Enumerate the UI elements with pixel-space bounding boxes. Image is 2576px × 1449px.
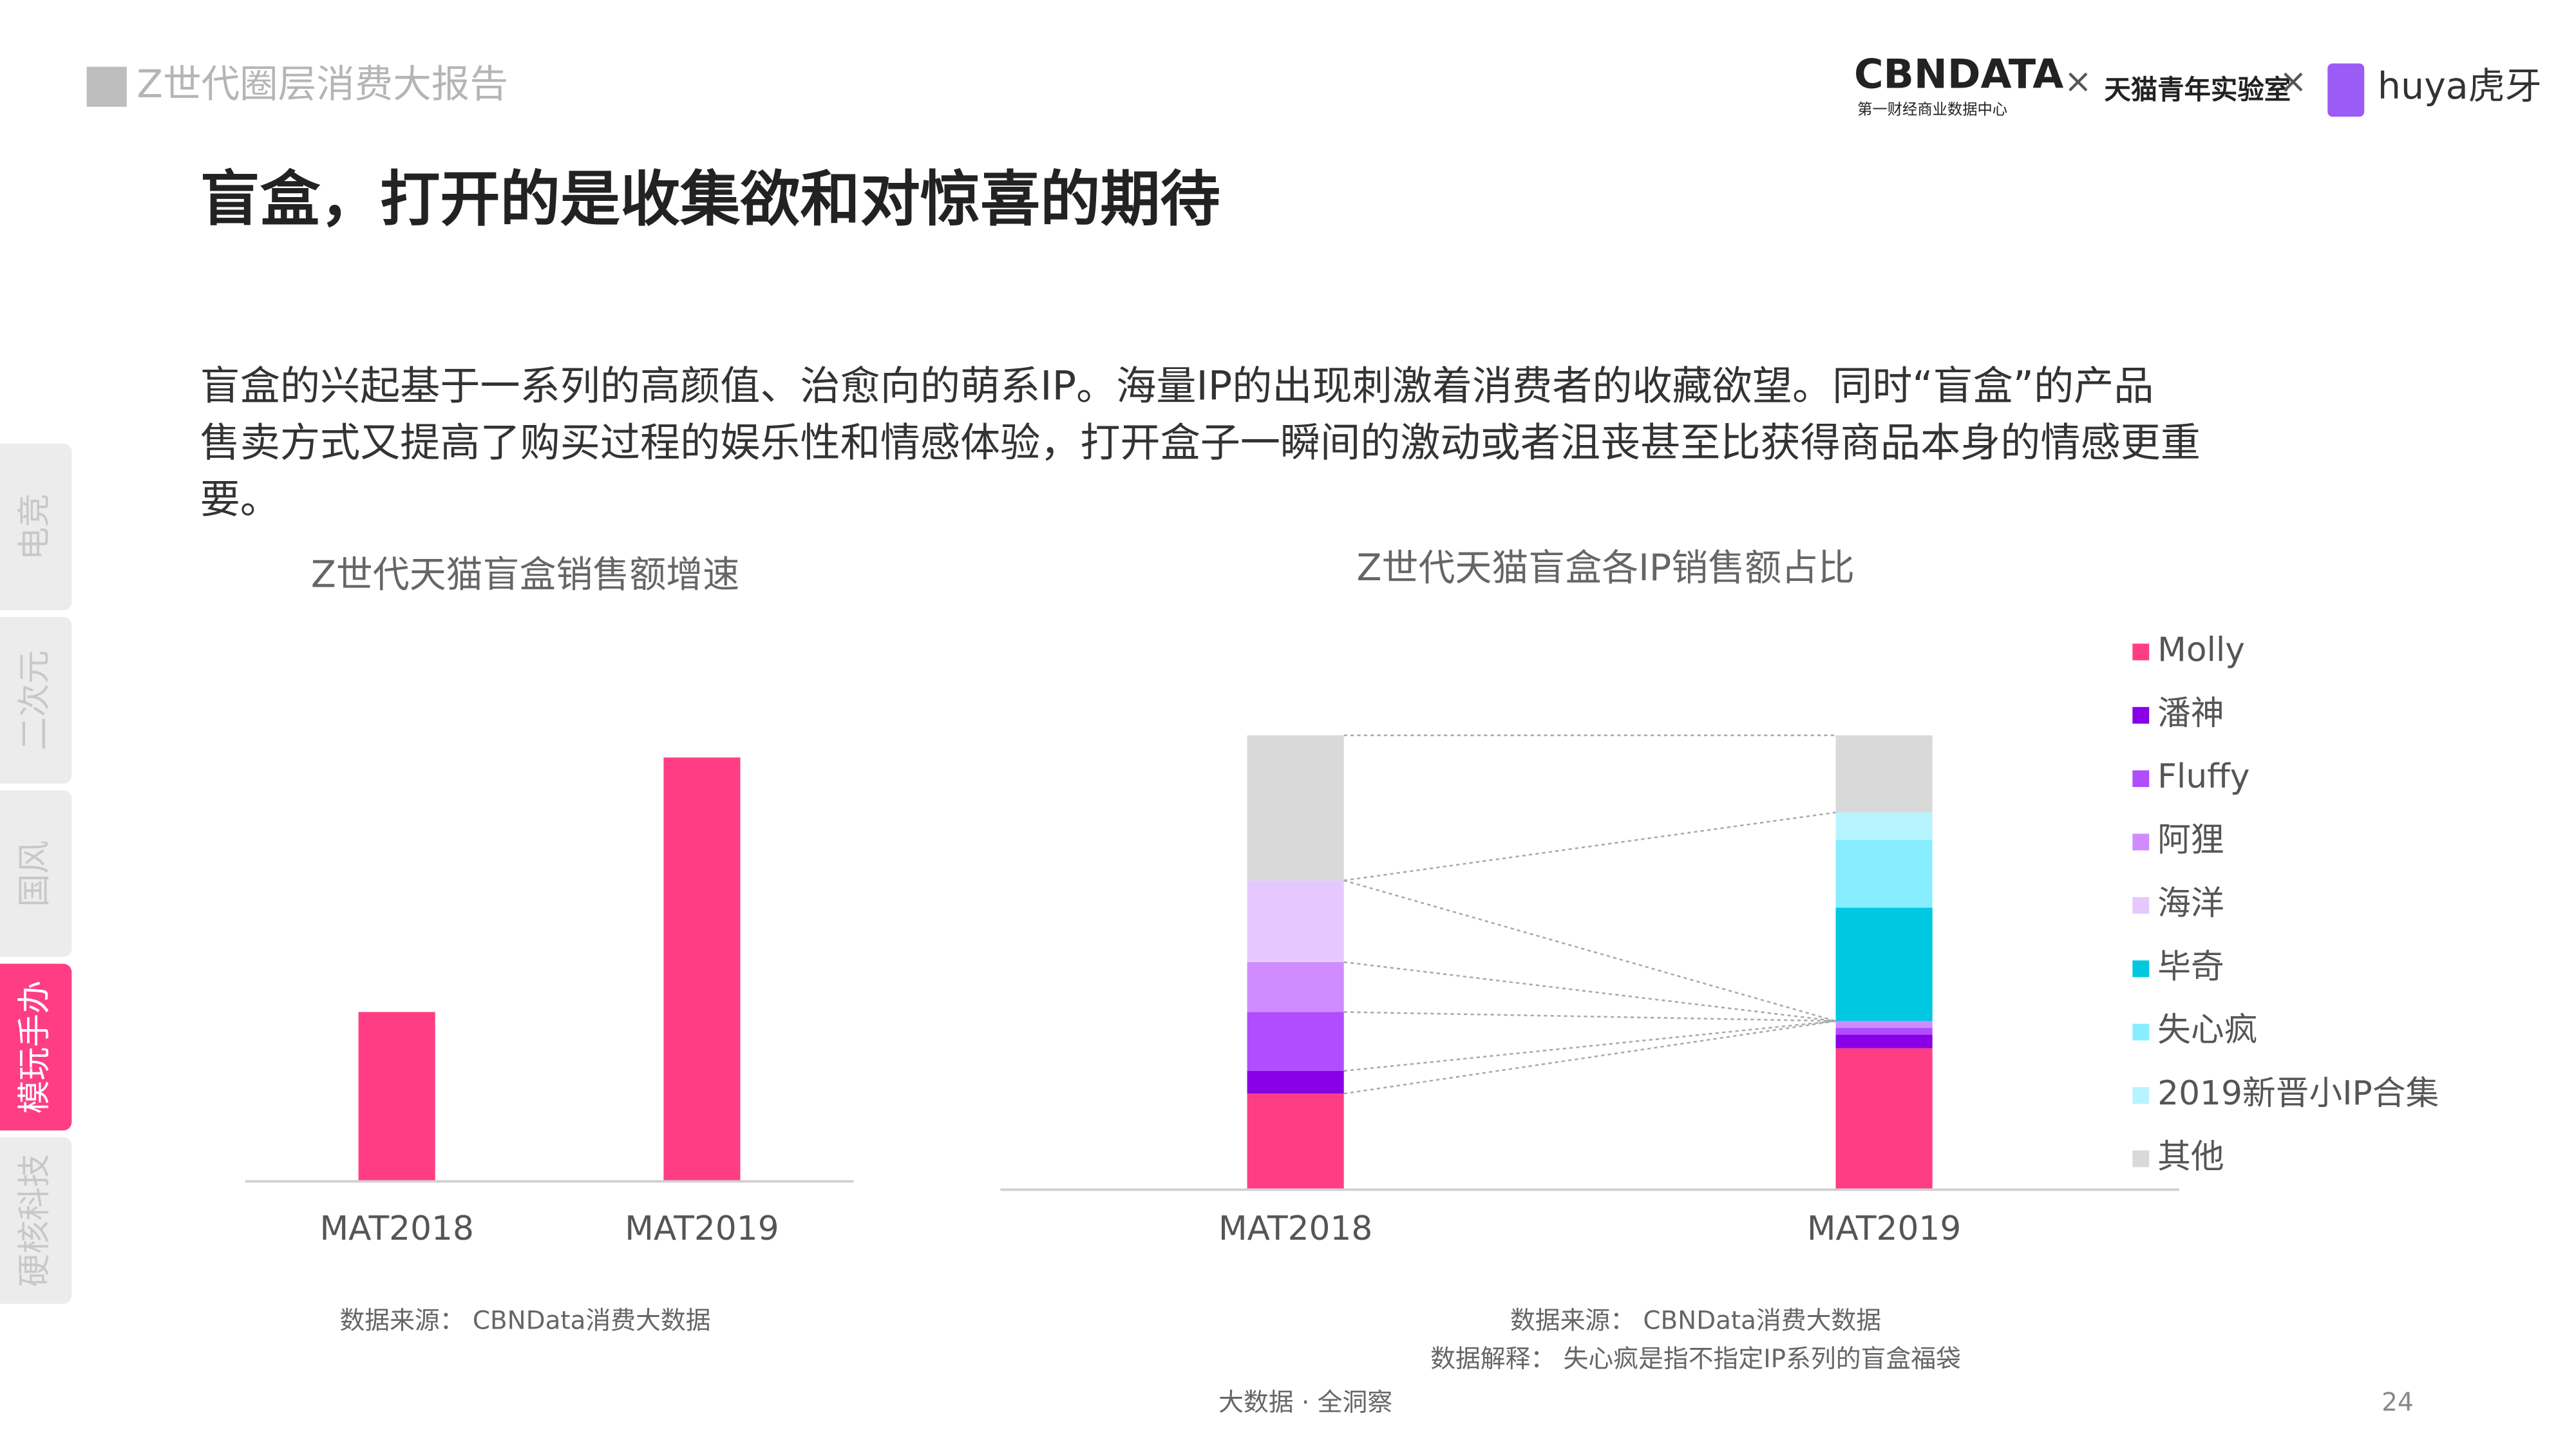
x-tick-label: MAT2018 xyxy=(1218,1209,1372,1248)
legend-swatch xyxy=(2132,1023,2150,1041)
source: 数据来源： CBNData消费大数据 xyxy=(1510,1307,1881,1336)
slide-title: 盲盒，打开的是收集欲和对惊喜的期待 xyxy=(200,164,1220,234)
legend-label: Fluffy xyxy=(2157,757,2249,796)
stack-segment xyxy=(1835,812,1933,840)
chart-title: Z世代天猫盲盒各IP销售额占比 xyxy=(1357,547,1855,589)
x-tick-label: MAT2018 xyxy=(319,1209,473,1248)
logo: CBNDATA xyxy=(1854,50,2063,97)
stack-segment xyxy=(1835,1048,1933,1189)
times: × xyxy=(2064,62,2092,101)
legend-label: 阿狸 xyxy=(2157,821,2224,860)
legend-label: 失心疯 xyxy=(2157,1011,2257,1050)
connector xyxy=(1343,1020,1836,1095)
x-tick-label: MAT2019 xyxy=(1807,1209,1961,1248)
source: 数据来源： CBNData消费大数据 xyxy=(339,1307,710,1336)
stack-segment xyxy=(1835,1021,1933,1028)
report-name: Z世代圈层消费大报告 xyxy=(137,62,508,107)
logo: huya虎牙 xyxy=(2378,65,2542,108)
side-tab-label: 模玩手办 xyxy=(15,980,54,1113)
body-line: 要。 xyxy=(200,475,280,522)
legend-swatch xyxy=(2132,1150,2150,1168)
legend-swatch xyxy=(2132,1087,2150,1104)
connector xyxy=(1343,1020,1836,1072)
huya-icon xyxy=(2327,63,2365,117)
side-tab-label: 国风 xyxy=(15,840,54,907)
chart-title: Z世代天猫盲盒销售额增速 xyxy=(311,553,739,596)
stack-segment xyxy=(1835,1034,1933,1048)
side-tab xyxy=(0,443,72,611)
stack-segment xyxy=(1247,961,1344,1012)
stack-segment xyxy=(1247,1012,1344,1071)
connector xyxy=(1343,811,1836,882)
side-tab-label: 硬核科技 xyxy=(15,1154,54,1287)
body-line: 盲盒的兴起基于一系列的高颜值、治愈向的萌系IP。海量IP的出现刺激着消费者的收藏… xyxy=(200,362,2154,409)
stack-segment xyxy=(1247,880,1344,962)
side-tab xyxy=(0,790,72,958)
stack-segment xyxy=(1835,1028,1933,1035)
side-tab xyxy=(0,963,72,1131)
legend-swatch xyxy=(2132,706,2150,724)
logo-sub: 第一财经商业数据中心 xyxy=(1857,100,2007,118)
stack-segment xyxy=(1835,907,1933,1021)
legend-swatch xyxy=(2132,643,2150,661)
stack-segment xyxy=(1835,839,1933,908)
legend-label: 2019新晋小IP合集 xyxy=(2157,1074,2439,1113)
legend-swatch xyxy=(2132,960,2150,978)
side-tab xyxy=(0,1137,72,1304)
bar xyxy=(663,757,741,1181)
legend-label: 潘神 xyxy=(2157,694,2224,733)
stack-segment xyxy=(1247,1070,1344,1094)
header-mark xyxy=(86,66,127,107)
connector xyxy=(1343,961,1836,1022)
page-number: 24 xyxy=(2382,1388,2413,1417)
times: × xyxy=(2279,62,2307,101)
bar xyxy=(358,1012,435,1181)
side-tab-label: 电竞 xyxy=(15,493,54,560)
slogan: 大数据 · 全洞察 xyxy=(1218,1388,1392,1417)
legend-label: 海洋 xyxy=(2157,884,2224,923)
legend-swatch xyxy=(2132,896,2150,914)
connector xyxy=(1343,1011,1836,1022)
x-tick-label: MAT2019 xyxy=(625,1209,779,1248)
legend-label: 毕奇 xyxy=(2157,947,2224,986)
stack-segment xyxy=(1835,735,1933,813)
body-line: 售卖方式又提高了购买过程的娱乐性和情感体验，打开盒子一瞬间的激动或者沮丧甚至比获… xyxy=(200,419,2201,466)
legend-label: Molly xyxy=(2157,630,2245,669)
stack-segment xyxy=(1247,735,1344,881)
side-tab xyxy=(0,617,72,784)
logo: 天猫青年实验室 xyxy=(2104,74,2291,105)
connector xyxy=(1343,879,1836,1022)
note: 数据解释： 失心疯是指不指定IP系列的盲盒福袋 xyxy=(1430,1345,1961,1374)
legend-swatch xyxy=(2132,770,2150,788)
stack-segment xyxy=(1247,1094,1344,1189)
legend-swatch xyxy=(2132,833,2150,851)
legend-label: 其他 xyxy=(2157,1137,2224,1176)
side-tab-label: 二次元 xyxy=(15,650,54,750)
